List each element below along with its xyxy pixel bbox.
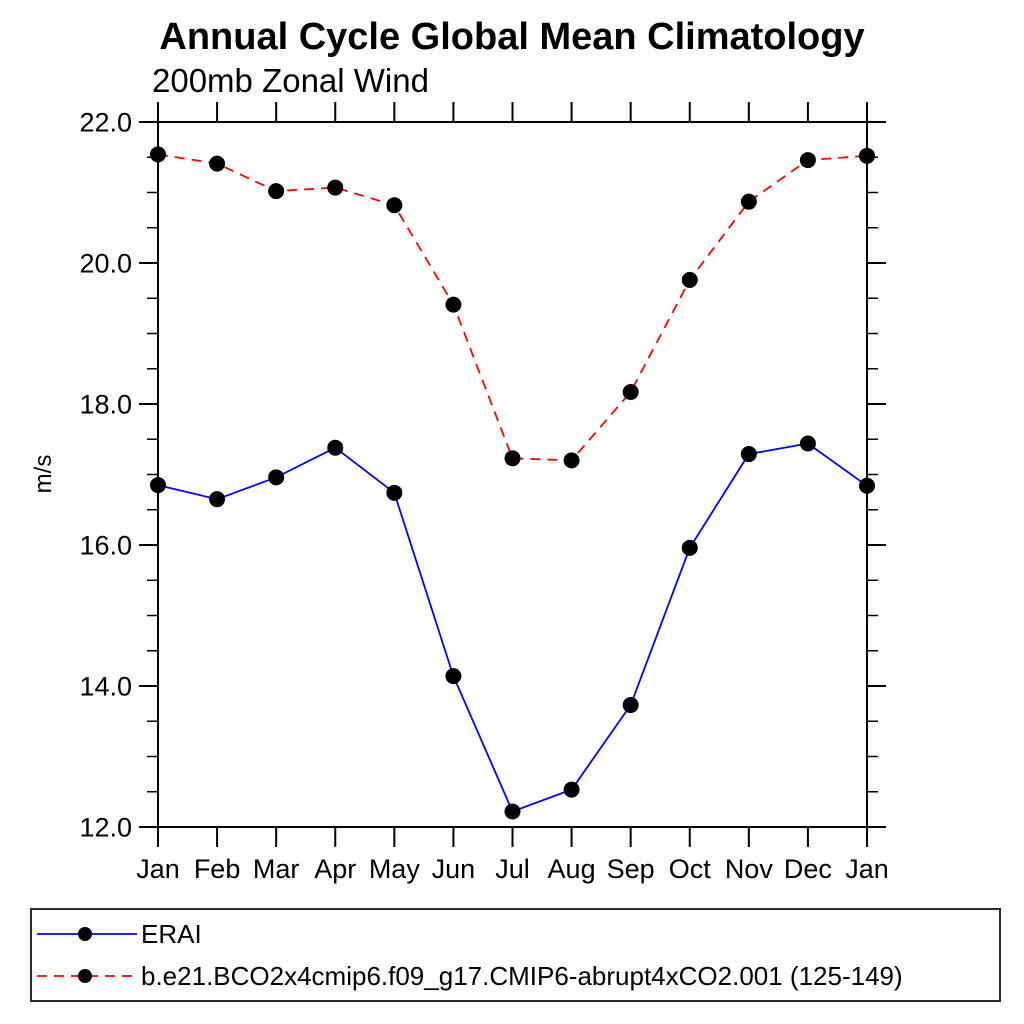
- x-tick-label: Nov: [725, 854, 774, 884]
- series-line-1: [157, 153, 868, 462]
- series-marker-1: [799, 152, 816, 169]
- x-tick-label: Jun: [432, 854, 476, 884]
- series-marker-0: [327, 439, 344, 456]
- series-marker-1: [740, 193, 757, 210]
- series-marker-1: [859, 147, 875, 164]
- legend-line-sample-model: [37, 969, 137, 983]
- x-tick-label: May: [369, 854, 421, 884]
- series-marker-1: [445, 296, 462, 313]
- legend-sample-marker: [78, 969, 92, 983]
- legend-line-sample-erai: [37, 927, 137, 941]
- chart-subtitle: 200mb Zonal Wind: [152, 62, 429, 99]
- series-marker-1: [681, 271, 698, 288]
- legend-item-erai: ERAI: [35, 918, 202, 950]
- series-marker-0: [504, 803, 521, 820]
- series-marker-1: [386, 197, 403, 214]
- series-marker-1: [150, 146, 166, 163]
- x-tick-label: Aug: [548, 854, 596, 884]
- x-tick-label: Dec: [784, 854, 832, 884]
- legend-item-model: b.e21.BCO2x4cmip6.f09_g17.CMIP6-abrupt4x…: [35, 960, 903, 992]
- series-marker-1: [563, 452, 580, 469]
- series-marker-0: [209, 491, 226, 508]
- legend-label-model: b.e21.BCO2x4cmip6.f09_g17.CMIP6-abrupt4x…: [141, 960, 903, 991]
- x-tick-label: Jan: [136, 854, 180, 884]
- x-tick-label: Sep: [607, 854, 655, 884]
- x-tick-label: Mar: [253, 854, 300, 884]
- x-tick-label: Jul: [495, 854, 530, 884]
- series-marker-0: [268, 469, 285, 486]
- series-marker-0: [681, 539, 698, 556]
- series-line-0: [157, 442, 868, 813]
- series-marker-1: [504, 450, 521, 467]
- series-marker-0: [150, 477, 166, 494]
- x-tick-label: Jan: [845, 854, 889, 884]
- series-marker-0: [740, 446, 757, 463]
- x-tick-label: Oct: [669, 854, 712, 884]
- series-marker-0: [563, 781, 580, 798]
- legend-sample-marker: [78, 927, 92, 941]
- series-marker-0: [445, 668, 462, 685]
- series-marker-0: [622, 697, 639, 714]
- y-tick-label: 14.0: [79, 672, 132, 702]
- y-tick-label: 18.0: [79, 390, 132, 420]
- legend-label-erai: ERAI: [141, 918, 202, 949]
- x-tick-label: Apr: [314, 854, 356, 884]
- series-marker-1: [268, 183, 285, 200]
- x-tick-label: Feb: [194, 854, 241, 884]
- y-tick-label: 16.0: [79, 531, 132, 561]
- series-marker-0: [859, 477, 875, 494]
- series-marker-0: [799, 435, 816, 452]
- y-tick-label: 12.0: [79, 813, 132, 843]
- y-tick-label: 20.0: [79, 249, 132, 279]
- series-marker-1: [327, 179, 344, 196]
- legend-box: ERAI b.e21.BCO2x4cmip6.f09_g17.CMIP6-abr…: [30, 908, 1001, 1002]
- series-marker-1: [209, 155, 226, 172]
- series-marker-0: [386, 484, 403, 501]
- series-marker-1: [622, 384, 639, 401]
- chart-title: Annual Cycle Global Mean Climatology: [159, 16, 865, 58]
- y-tick-label: 22.0: [79, 108, 132, 138]
- plot-box-outline: [157, 121, 868, 828]
